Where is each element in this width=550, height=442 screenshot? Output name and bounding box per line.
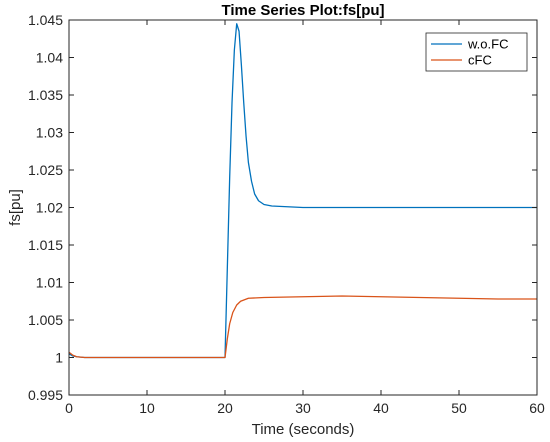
series-layer bbox=[68, 23, 537, 359]
x-tick-label: 10 bbox=[139, 400, 155, 416]
y-tick-label: 1.01 bbox=[36, 275, 63, 291]
x-tick-label: 0 bbox=[65, 400, 73, 416]
y-tick-label: 1.015 bbox=[28, 237, 63, 253]
y-axis: 0.995 1 1.005 1.01 1.015 1.02 1.025 1.03 1.035 1.… bbox=[28, 12, 537, 403]
y-tick-label: 1.02 bbox=[36, 200, 63, 216]
chart-title: Time Series Plot:fs[pu] bbox=[221, 2, 384, 19]
x-axis: 0 10 20 30 40 50 60 bbox=[65, 20, 545, 416]
x-tick-label: 50 bbox=[451, 400, 467, 416]
y-tick-label: 1.04 bbox=[36, 50, 63, 66]
legend-box bbox=[425, 32, 528, 72]
y-tick-label: 1.025 bbox=[28, 162, 63, 178]
legend-label: w.o.FC bbox=[467, 37, 508, 52]
x-tick-label: 20 bbox=[217, 400, 233, 416]
series-line-2 bbox=[68, 295, 537, 359]
y-tick-label: 1.005 bbox=[28, 312, 63, 328]
x-tick-label: 60 bbox=[529, 400, 545, 416]
x-axis-label: Time (seconds) bbox=[252, 421, 355, 438]
x-tick-label: 30 bbox=[295, 400, 311, 416]
legend-label: cFC bbox=[468, 53, 492, 68]
y-tick-label: 0.995 bbox=[28, 387, 63, 403]
x-tick-label: 40 bbox=[373, 400, 389, 416]
y-tick-label: 1.03 bbox=[36, 125, 63, 141]
y-axis-label: fs[pu] bbox=[7, 189, 24, 226]
y-tick-label: 1 bbox=[55, 350, 63, 366]
y-tick-label: 1.045 bbox=[28, 12, 63, 28]
y-tick-label: 1.035 bbox=[28, 87, 63, 103]
